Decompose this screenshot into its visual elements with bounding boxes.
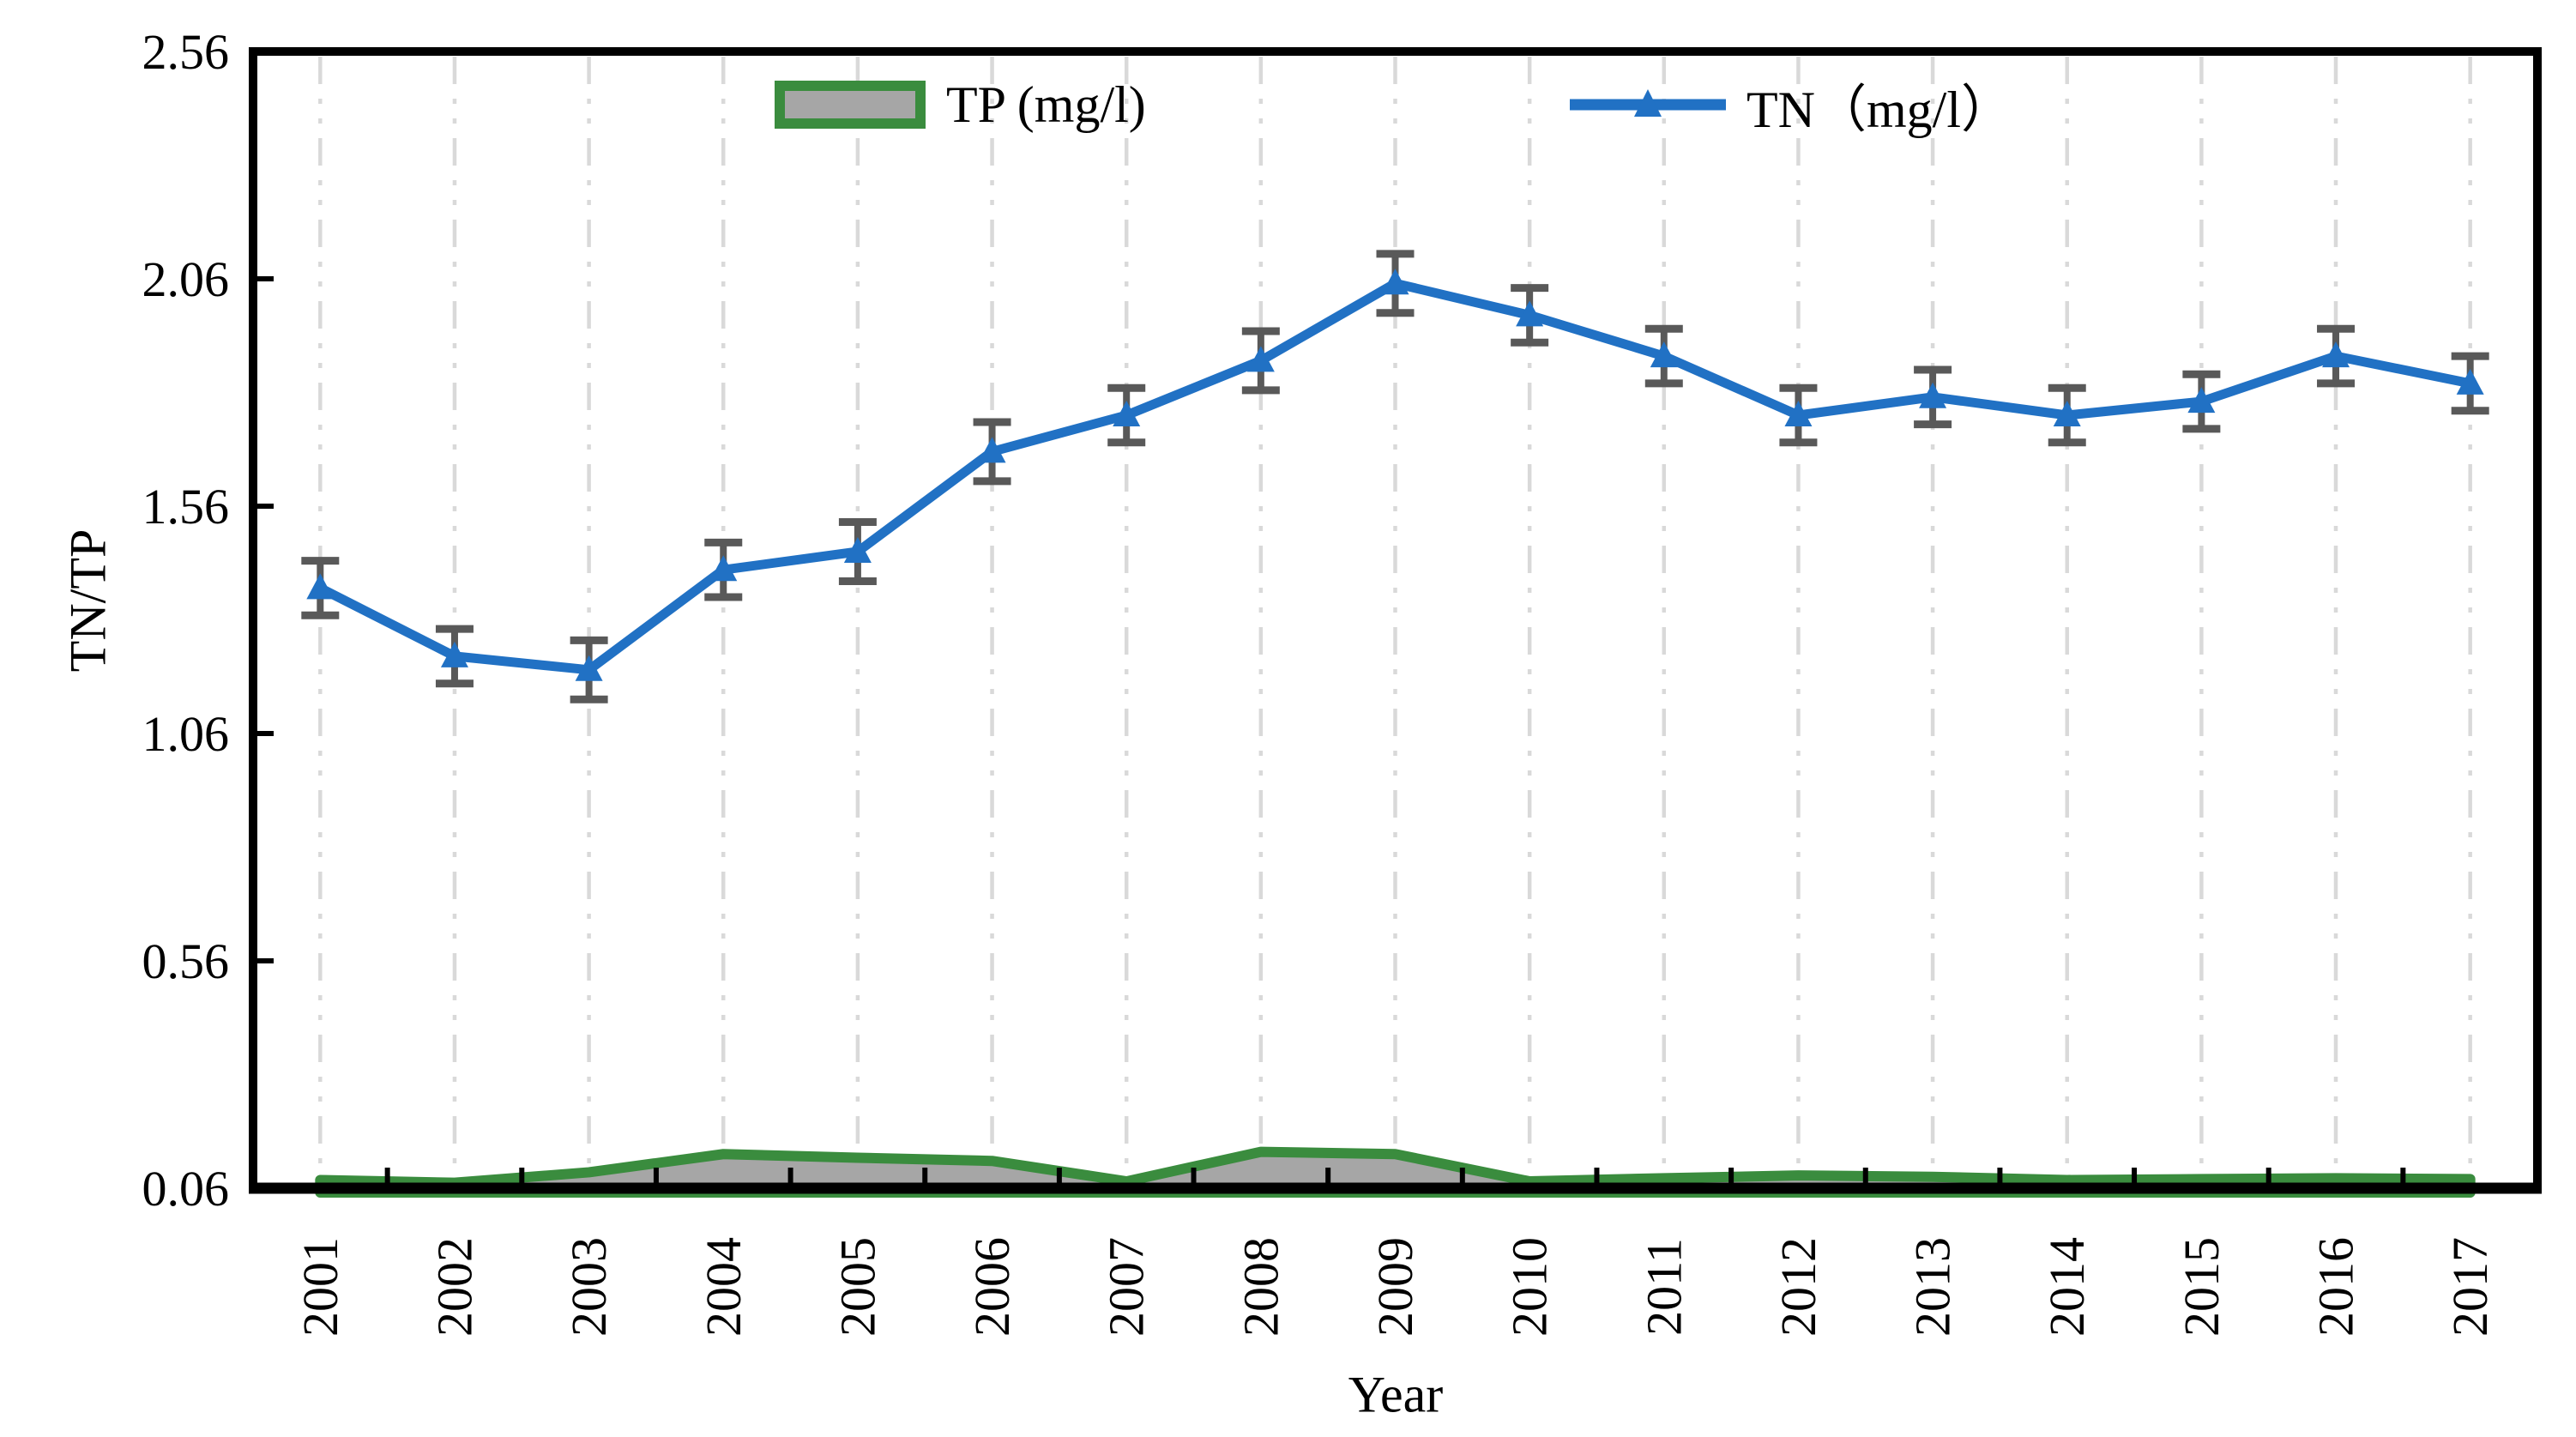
x-axis-title: Year: [1348, 1366, 1444, 1423]
y-tick-label: 2.56: [142, 24, 230, 80]
tn-marker: [2053, 401, 2081, 426]
x-tick-label: 2005: [830, 1237, 885, 1337]
tn-marker: [1246, 346, 1275, 372]
y-tick-label: 1.06: [142, 706, 230, 762]
x-tick-label: 2003: [561, 1237, 617, 1337]
legend-label-tp: TP (mg/l): [946, 75, 1146, 133]
y-axis-title: TN/TP: [59, 528, 117, 673]
tn-marker: [1784, 401, 1813, 426]
tn-marker: [978, 437, 1006, 463]
x-tick-label: 2012: [1771, 1237, 1826, 1337]
tn-marker: [2456, 368, 2484, 395]
legend-item-tp: TP (mg/l): [775, 75, 1146, 133]
x-tick-label: 2004: [696, 1237, 751, 1337]
x-tick-label: 2011: [1636, 1238, 1692, 1336]
tn-marker: [2187, 387, 2216, 414]
tn-marker: [575, 655, 603, 681]
y-tick-label: 2.06: [142, 251, 230, 307]
tn-swatch-marker: [1634, 89, 1662, 117]
x-tick-label: 2002: [426, 1237, 482, 1337]
tn-marker: [1113, 401, 1141, 426]
x-tick-label: 2008: [1233, 1237, 1288, 1337]
x-tick-label: 2007: [1099, 1237, 1155, 1337]
tn-marker: [1650, 341, 1678, 368]
tn-marker: [306, 573, 335, 600]
tn-marker: [2322, 341, 2350, 368]
tn-marker: [440, 641, 468, 667]
x-tick-label: 2013: [1905, 1237, 1961, 1337]
tp-area-swatch: [775, 81, 926, 129]
tn-marker: [1516, 300, 1544, 327]
y-tick-label: 0.56: [142, 933, 230, 989]
x-tick-label: 2006: [964, 1237, 1020, 1337]
x-tick-label: 2015: [2174, 1237, 2229, 1337]
legend-item-tn: TN（mg/l）: [1570, 77, 2012, 138]
x-tick-label: 2014: [2039, 1237, 2095, 1337]
tn-marker: [843, 537, 872, 563]
tn-marker: [1381, 269, 1409, 295]
tn-swatch-glyph: [1570, 89, 1726, 117]
x-tick-label: 2010: [1502, 1237, 1558, 1337]
x-tick-label: 2017: [2442, 1237, 2498, 1337]
x-tick-label: 2001: [293, 1237, 348, 1337]
legend-label-tn: TN（mg/l）: [1746, 81, 2012, 138]
tn-marker: [709, 555, 738, 582]
y-tick-label: 0.06: [142, 1161, 230, 1217]
tn-line-swatch: [1570, 77, 1726, 132]
y-tick-label: 1.56: [142, 479, 230, 534]
x-tick-label: 2009: [1367, 1237, 1423, 1337]
tn-marker: [1919, 382, 1947, 408]
x-tick-label: 2016: [2308, 1237, 2364, 1337]
